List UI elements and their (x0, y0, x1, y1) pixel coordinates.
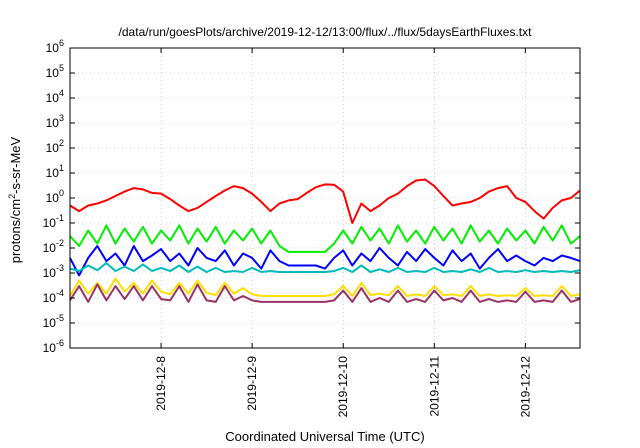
y-tick-label: 100 (46, 188, 64, 205)
series-lines (69, 178, 581, 303)
series-line-4 (69, 262, 581, 273)
y-tick-label: 102 (46, 138, 64, 155)
y-tick-label: 104 (46, 88, 64, 105)
y-tick-label-exponent: -2 (56, 238, 64, 248)
y-tick-label-exponent: 5 (59, 63, 64, 73)
y-tick-label-base: 10 (43, 266, 57, 280)
y-axis-label-base: protons/cm (8, 199, 23, 263)
y-tick-label-base: 10 (46, 191, 60, 205)
grid-lines (70, 48, 580, 348)
x-tick-label: 2019-12-11 (427, 356, 441, 417)
series-line-6 (69, 283, 581, 303)
y-tick-label-exponent: -1 (56, 213, 64, 223)
y-tick-label-base: 10 (46, 141, 60, 155)
y-tick-label-exponent: 6 (59, 38, 64, 48)
y-axis-label-sup: 2 (7, 194, 17, 199)
y-tick-label-base: 10 (46, 66, 60, 80)
y-tick-label: 10-2 (43, 238, 64, 255)
series-line-5 (69, 277, 581, 297)
x-tick-labels: 2019-12-8 2019-12-9 2019-12-10 2019-12-11 20… (154, 356, 532, 418)
y-axis-label-rest: -s-sr-MeV (8, 136, 23, 193)
x-tick-label: 2019-12-12 (518, 356, 532, 418)
y-tick-label-exponent: 2 (59, 138, 64, 148)
y-tick-label-base: 10 (43, 216, 57, 230)
series-line-1 (69, 178, 581, 224)
y-tick-label: 10-5 (43, 313, 64, 330)
series-line-2 (69, 224, 581, 253)
y-tick-label-base: 10 (43, 241, 57, 255)
x-tick-label: 2019-12-8 (154, 356, 168, 411)
axis-ticks (70, 47, 580, 349)
y-tick-label-base: 10 (46, 166, 60, 180)
y-tick-label: 106 (46, 38, 64, 55)
y-tick-label: 103 (46, 113, 64, 130)
chart-title: /data/run/goesPlots/archive/2019-12-12/1… (119, 25, 533, 39)
y-tick-label-exponent: -3 (56, 263, 64, 273)
y-tick-label: 105 (46, 63, 64, 80)
y-tick-label-base: 10 (46, 91, 60, 105)
y-tick-label-exponent: 3 (59, 113, 64, 123)
y-tick-label: 10-4 (43, 288, 64, 305)
x-tick-label: 2019-12-9 (245, 356, 259, 411)
y-tick-label-exponent: 0 (59, 188, 64, 198)
y-tick-label: 10-3 (43, 263, 64, 280)
y-tick-label-exponent: -6 (56, 338, 64, 348)
y-tick-label-exponent: -4 (56, 288, 64, 298)
y-tick-label: 10-6 (43, 338, 64, 355)
y-tick-label-base: 10 (46, 41, 60, 55)
y-tick-label-base: 10 (43, 291, 57, 305)
y-tick-label: 10-1 (43, 213, 64, 230)
y-tick-label-exponent: 4 (59, 88, 64, 98)
y-tick-label-exponent: -5 (56, 313, 64, 323)
y-axis-label: protons/cm2-s-sr-MeV (7, 136, 23, 263)
y-tick-label-exponent: 1 (59, 163, 64, 173)
y-tick-label-base: 10 (46, 116, 60, 130)
y-tick-labels: 10-610-510-410-310-210-11001011021031041… (43, 38, 64, 355)
y-tick-label: 101 (46, 163, 64, 180)
x-tick-label: 2019-12-10 (336, 356, 350, 418)
series-line-3 (69, 245, 581, 277)
y-tick-label-base: 10 (43, 316, 57, 330)
x-axis-label: Coordinated Universal Time (UTC) (225, 429, 424, 444)
y-tick-label-base: 10 (43, 341, 57, 355)
